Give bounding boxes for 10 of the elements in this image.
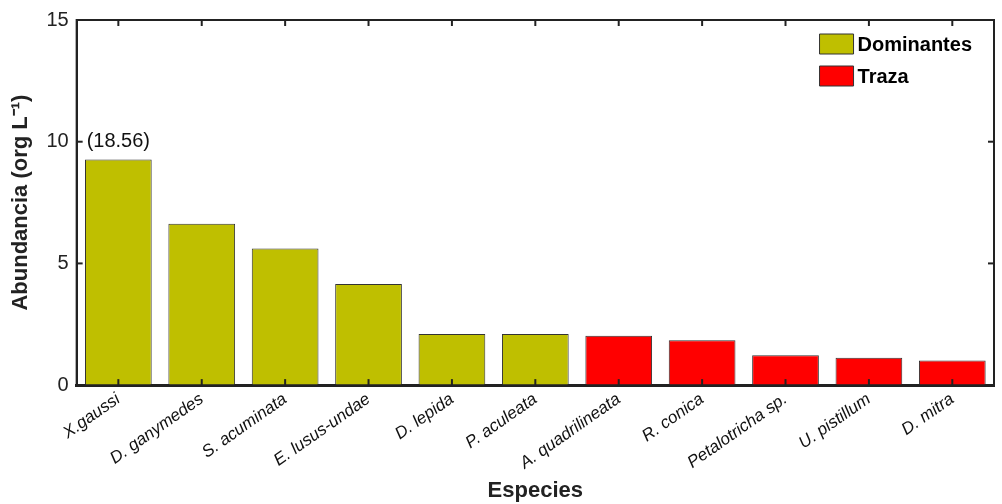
legend-label: Traza xyxy=(857,64,910,87)
y-tick-label: 5 xyxy=(57,250,69,273)
legend-label: Dominantes xyxy=(857,32,973,55)
y-tick-label: 0 xyxy=(57,372,69,395)
y-axis-title: Abundancia (org L⁻¹) xyxy=(7,94,33,311)
y-tick-label: 10 xyxy=(46,129,69,152)
x-tick-label: D. mitra xyxy=(897,389,958,439)
x-axis-title: Especies xyxy=(487,476,584,502)
annotation: (18.56) xyxy=(86,128,151,151)
y-tick-label: 15 xyxy=(46,7,69,30)
